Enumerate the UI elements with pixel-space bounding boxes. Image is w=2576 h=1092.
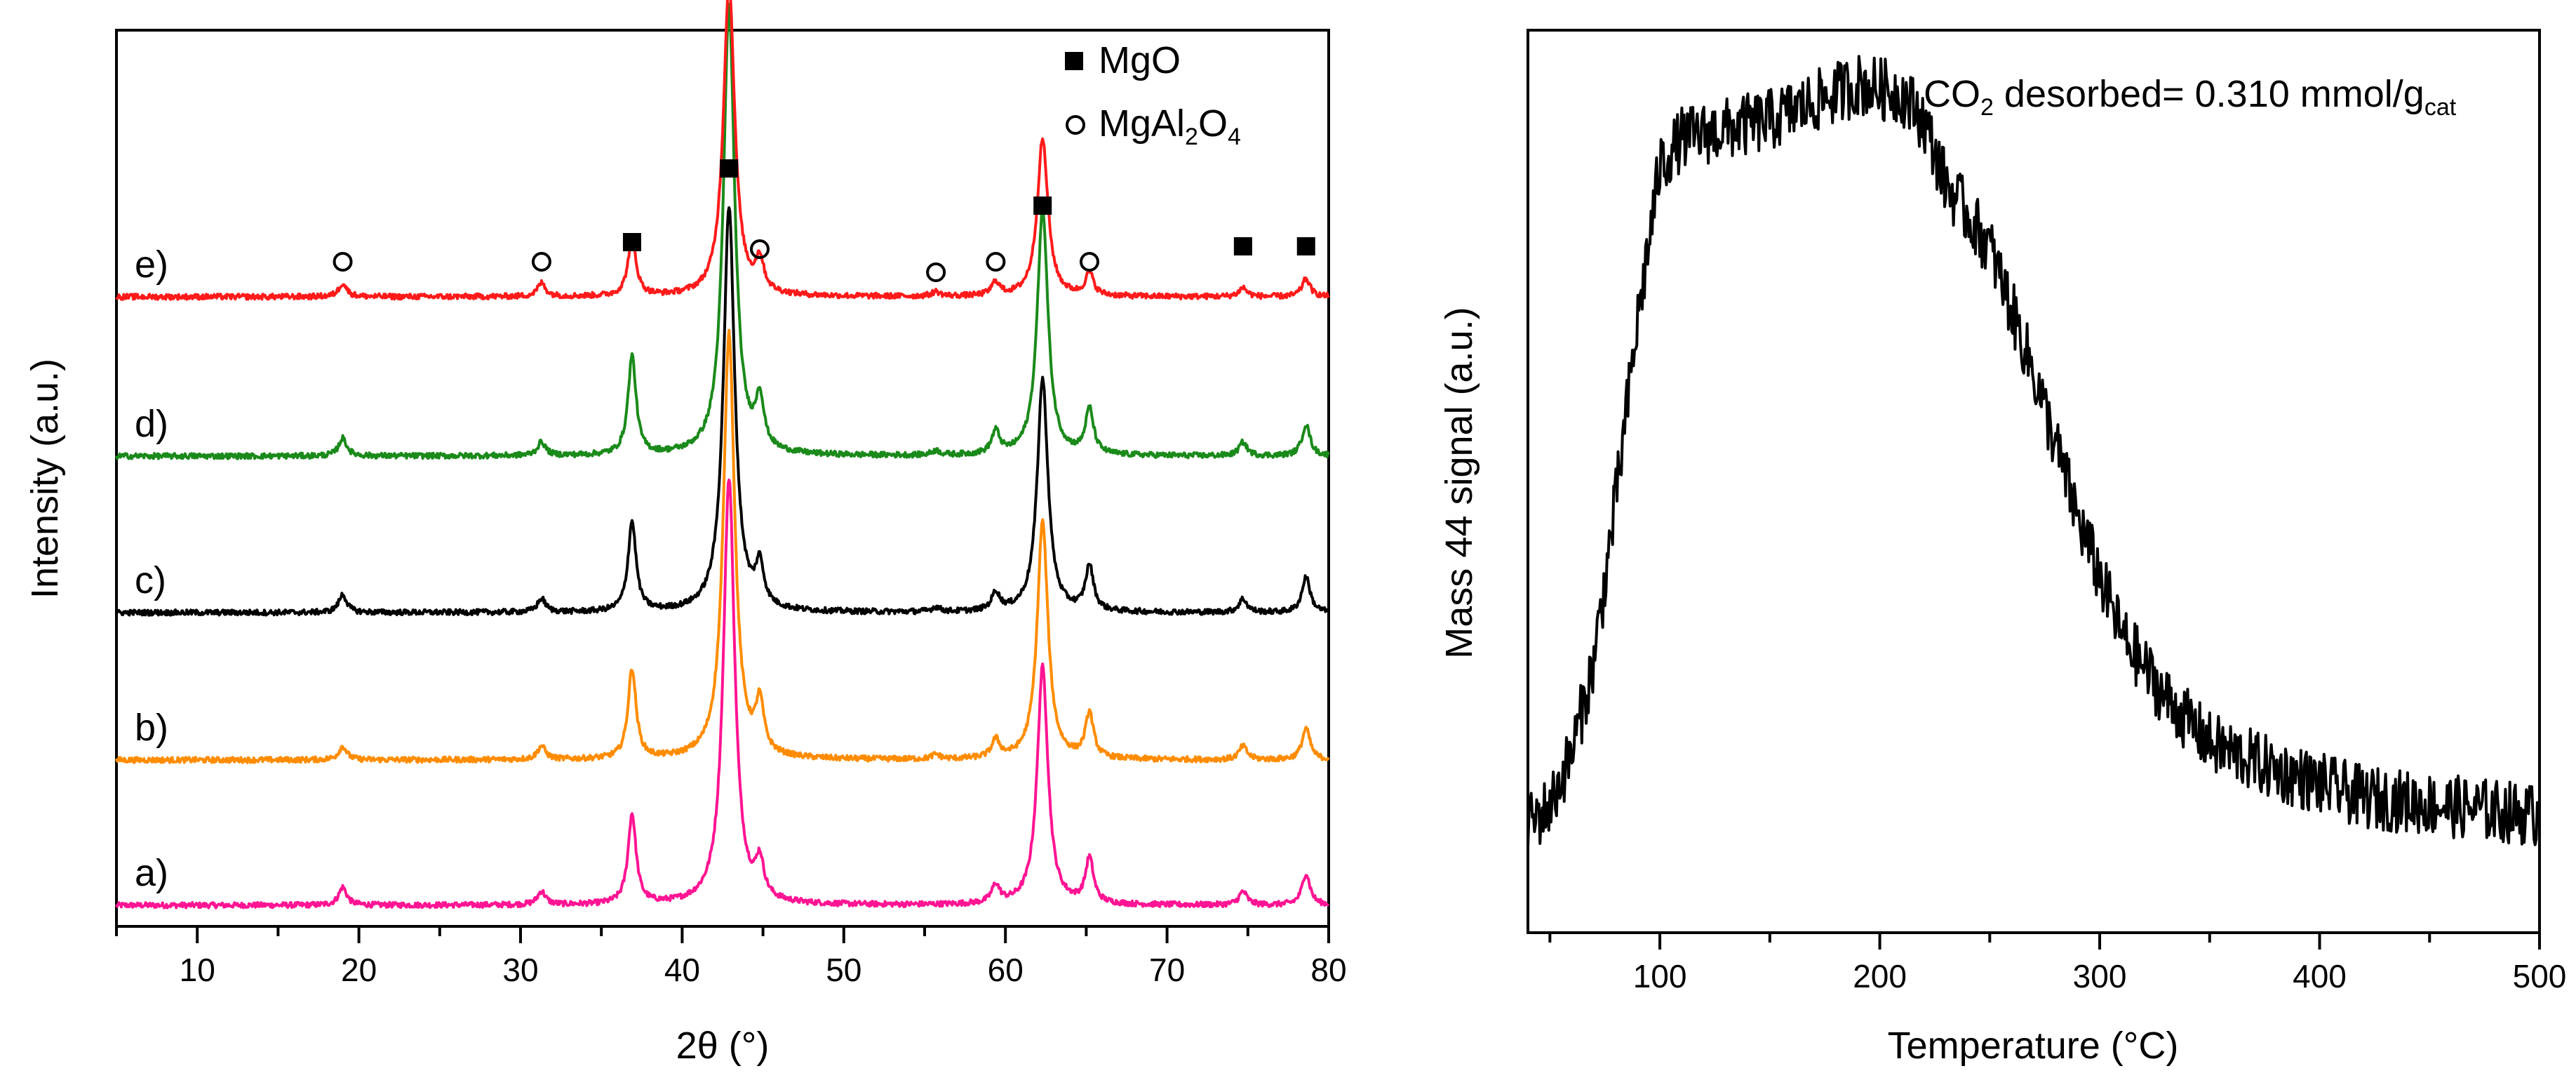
xrd-legend: MgO MgAl2O4 — [1065, 39, 1241, 150]
xrd-x-axis-label: 2θ (°) — [676, 1025, 770, 1067]
series-label-e: e) — [135, 244, 168, 286]
x-tick-label: 400 — [2293, 958, 2347, 994]
mgo-peak-marker — [1033, 197, 1052, 215]
x-tick-label: 50 — [826, 952, 861, 988]
spinel-peak-marker — [531, 252, 551, 272]
xrd-series-d-line — [115, 2, 1330, 460]
mgo-peak-marker — [1296, 237, 1315, 255]
xrd-y-axis-label: Intensity (a.u.) — [24, 359, 66, 599]
xrd-series-e-line — [115, 0, 1330, 301]
legend-mgo-marker — [1065, 52, 1083, 70]
xrd-series — [115, 0, 1330, 910]
spinel-peak-marker — [333, 252, 353, 272]
x-tick-label: 10 — [180, 952, 215, 988]
mgo-peak-marker — [720, 159, 739, 178]
xrd-peak-markers — [333, 159, 1315, 282]
x-tick-label: 300 — [2073, 958, 2127, 994]
series-label-a: a) — [135, 852, 168, 894]
spinel-peak-marker — [986, 252, 1006, 272]
x-tick-label: 20 — [341, 952, 377, 988]
mgo-peak-marker — [622, 233, 641, 251]
spinel-peak-marker — [926, 262, 946, 282]
xrd-panel: 10 20 30 40 50 60 70 80 a)b)c)d)e) MgO MgAl2O4 … — [24, 0, 1347, 1067]
x-tick-label: 200 — [1853, 958, 1907, 994]
series-label-b: b) — [135, 707, 168, 749]
mgo-peak-marker — [1233, 237, 1252, 255]
co2-desorbed-annotation: CO2 desorbed= 0.310 mmol/gcat — [1924, 73, 2457, 121]
xrd-series-labels: a) b) c) d) e) — [135, 244, 168, 894]
legend-spinel-marker — [1066, 115, 1085, 135]
x-tick-label: 80 — [1310, 952, 1346, 988]
x-tick-label: 40 — [664, 952, 700, 988]
tpd-signal-line — [1527, 55, 2540, 847]
x-tick-label: 60 — [988, 952, 1024, 988]
tpd-x-ticks: 100 200 300 400 500 — [1548, 933, 2567, 994]
legend-spinel-label: MgAl2O4 — [1099, 102, 1241, 150]
tpd-x-axis-label: Temperature (°C) — [1888, 1025, 2179, 1067]
xrd-plot-frame — [115, 29, 1330, 928]
tpd-y-axis-label: Mass 44 signal (a.u.) — [1438, 307, 1480, 658]
series-label-c: c) — [135, 559, 166, 601]
tpd-plot-frame — [1527, 29, 2541, 934]
spinel-peak-marker — [749, 239, 770, 259]
legend-mgo-label: MgO — [1099, 39, 1181, 81]
tpd-series — [1527, 55, 2540, 847]
x-tick-label: 70 — [1149, 952, 1185, 988]
x-tick-label: 500 — [2513, 958, 2567, 994]
tpd-panel: 100 200 300 400 500 CO2 desorbed= 0.310 mmol… — [1438, 29, 2567, 1067]
x-tick-label: 30 — [502, 952, 538, 988]
series-label-d: d) — [135, 403, 168, 445]
xrd-series-c-line — [115, 206, 1330, 617]
xrd-series-a-line — [115, 478, 1329, 910]
x-tick-label: 100 — [1633, 958, 1687, 994]
spinel-peak-marker — [1080, 252, 1100, 272]
xrd-series-b-line — [115, 328, 1330, 764]
xrd-x-ticks: 10 20 30 40 50 60 70 80 — [115, 926, 1347, 988]
